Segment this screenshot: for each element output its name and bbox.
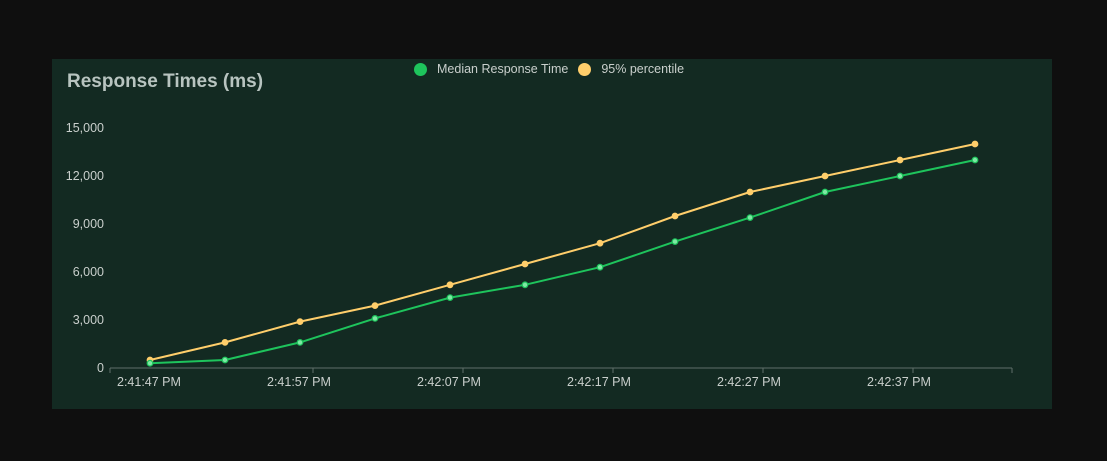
data-point-median xyxy=(521,281,529,289)
data-point-median xyxy=(296,339,304,346)
data-point-p95 xyxy=(371,302,379,310)
chart-panel: Response Times (ms) Median Response Time… xyxy=(52,59,1052,409)
chart-title: Response Times (ms) xyxy=(67,71,264,92)
series-line-median xyxy=(149,159,976,365)
y-tick-label: 0 xyxy=(97,361,104,375)
y-tick-label: 12,000 xyxy=(66,169,104,183)
data-point-median xyxy=(671,238,679,246)
data-point-median xyxy=(146,359,154,367)
x-tick-label: 2:42:27 PM xyxy=(717,375,781,389)
data-point-median xyxy=(746,214,754,222)
series-line-p95 xyxy=(149,143,976,361)
chart-legend: Median Response Time 95% percentile xyxy=(414,62,694,76)
y-tick-label: 6,000 xyxy=(73,265,104,279)
y-tick-label: 9,000 xyxy=(73,217,104,231)
data-point-p95 xyxy=(596,239,604,247)
legend-item-median[interactable]: Median Response Time xyxy=(414,62,568,76)
data-point-p95 xyxy=(446,281,454,289)
x-tick-label: 2:42:07 PM xyxy=(417,375,481,389)
data-point-p95 xyxy=(671,212,679,220)
chart-plot-area: 0 3,000 6,000 9,000 12,000 15,000 2:41:47 PM 2:… xyxy=(66,121,1013,389)
data-point-p95 xyxy=(971,140,979,148)
legend-label-p95: 95% percentile xyxy=(601,62,685,76)
data-point-median xyxy=(221,356,229,364)
legend-swatch-p95 xyxy=(578,62,592,76)
legend-label-median: Median Response Time xyxy=(437,62,569,76)
data-point-median xyxy=(896,172,904,180)
data-point-p95 xyxy=(896,156,904,164)
data-point-median xyxy=(821,188,829,196)
data-point-median xyxy=(971,156,979,164)
x-tick-label: 2:42:37 PM xyxy=(867,375,931,389)
data-point-median xyxy=(596,263,604,271)
y-tick-label: 3,000 xyxy=(73,313,104,327)
legend-item-p95[interactable]: 95% percentile xyxy=(578,62,684,76)
x-tick-label: 2:42:17 PM xyxy=(567,375,631,389)
data-point-p95 xyxy=(746,188,754,196)
data-point-p95 xyxy=(296,318,304,326)
data-point-p95 xyxy=(521,260,529,268)
data-point-median xyxy=(371,315,379,322)
data-point-p95 xyxy=(221,339,229,346)
x-tick-label: 2:41:47 PM xyxy=(117,375,181,389)
data-point-p95 xyxy=(821,172,829,180)
x-tick-label: 2:41:57 PM xyxy=(267,375,331,389)
data-point-median xyxy=(446,294,454,302)
y-tick-label: 15,000 xyxy=(66,121,104,135)
legend-swatch-median xyxy=(414,62,427,76)
